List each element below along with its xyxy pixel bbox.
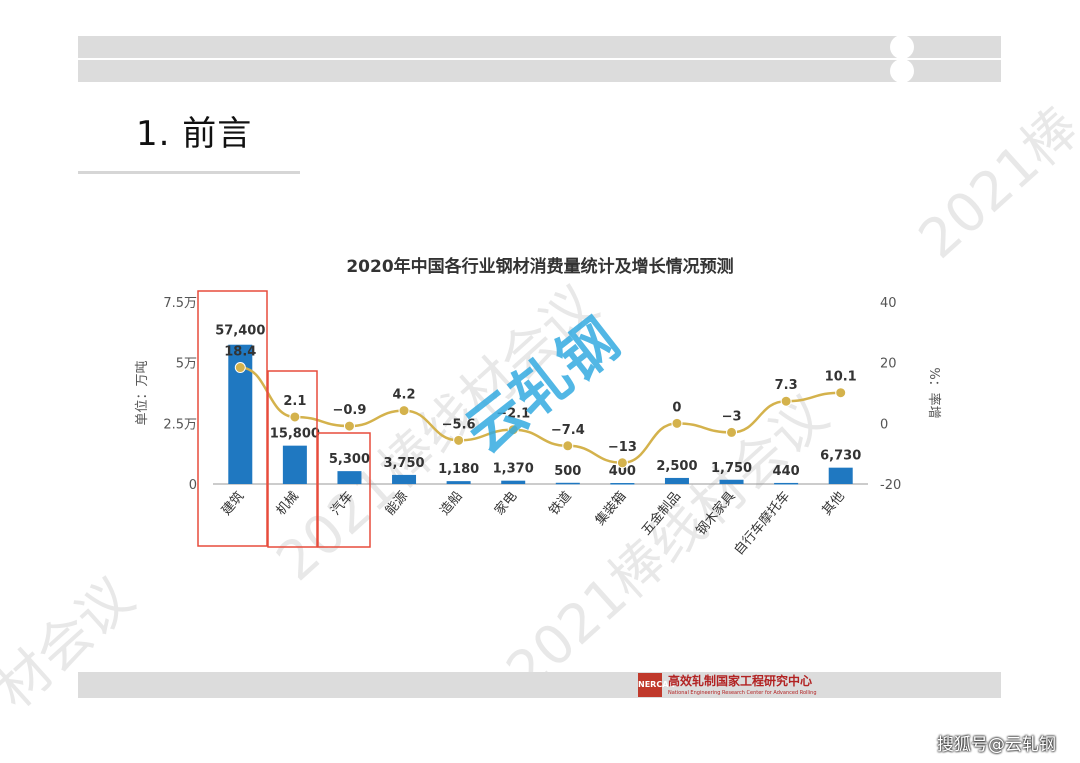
y2-tick-label: -20 (880, 478, 901, 493)
growth-value-label: 2.1 (283, 394, 306, 409)
growth-value-label: 0 (672, 400, 681, 415)
bar-value-label: 500 (554, 464, 581, 479)
y2-tick-label: 40 (880, 296, 897, 311)
title-underline (78, 171, 300, 174)
x-tick-label: 家电 (491, 488, 520, 518)
x-tick-label: 建筑 (218, 488, 247, 518)
logo-chinese-name: 高效轧制国家工程研究中心 (668, 674, 813, 688)
growth-point (343, 420, 355, 432)
band-notch-top (890, 35, 914, 59)
bar-value-label: 400 (609, 464, 636, 479)
growth-point (835, 387, 847, 399)
highlight-box-建筑 (197, 290, 268, 547)
header-band-top (78, 36, 1001, 58)
growth-point (726, 426, 738, 438)
x-tick-label: 集装箱 (592, 488, 629, 528)
growth-value-label: 4.2 (393, 388, 416, 403)
bar-自行车摩托车 (774, 482, 799, 485)
bar-五金制品 (664, 477, 689, 484)
growth-value-label: −0.9 (332, 403, 366, 418)
growth-point (234, 362, 246, 374)
bar-value-label: 6,730 (820, 449, 861, 464)
bar-value-label: 57,400 (215, 324, 265, 339)
x-tick-label: 五金制品 (638, 488, 684, 538)
logo-english-name: National Engineering Research Center for… (668, 690, 817, 696)
bar-value-label: 2,500 (656, 459, 697, 474)
bar-value-label: 1,750 (711, 461, 752, 476)
growth-value-label: 18.4 (224, 345, 256, 360)
bar-value-label: 5,300 (329, 452, 370, 467)
highlight-box-汽车 (317, 432, 371, 548)
y-tick-label: 2.5万 (163, 417, 197, 432)
growth-value-label: −13 (608, 440, 637, 455)
growth-point (562, 440, 574, 452)
growth-point (398, 405, 410, 417)
x-tick-label: 汽车 (328, 488, 357, 518)
bar-机械 (282, 445, 307, 484)
highlight-box-机械 (267, 370, 318, 548)
growth-value-label: −7.4 (551, 423, 585, 438)
bar-value-label: 440 (773, 464, 800, 479)
growth-point (780, 395, 792, 407)
growth-value-label: −2.1 (496, 407, 530, 422)
y-tick-label: 7.5万 (163, 296, 197, 311)
x-tick-label: 造船 (437, 489, 465, 519)
slide-title: 1. 前言 (136, 114, 253, 154)
nercar-logo-badge: NERCAR (638, 673, 675, 697)
growth-point (671, 417, 683, 429)
x-tick-label: 其他 (820, 489, 848, 519)
y-tick-label: 5万 (176, 357, 197, 372)
bar-铁道 (555, 482, 580, 485)
bar-汽车 (337, 471, 362, 484)
bar-value-label: 3,750 (383, 456, 424, 471)
x-tick-label: 能源 (383, 489, 411, 519)
x-tick-label: 机械 (274, 489, 302, 519)
bar-集装箱 (610, 483, 635, 485)
bar-value-label: 15,800 (270, 427, 320, 442)
bar-其他 (828, 467, 853, 484)
y2-tick-label: 0 (880, 417, 888, 432)
x-tick-label: 钢木家具 (693, 488, 739, 538)
bar-造船 (446, 481, 471, 484)
y-axis-label: 单位：万吨 (135, 360, 150, 425)
growth-point (289, 411, 301, 423)
growth-value-label: −3 (722, 409, 742, 424)
y-tick-label: 0 (189, 478, 197, 493)
bar-value-label: 1,180 (438, 462, 479, 477)
chart-title: 2020年中国各行业钢材消费量统计及增长情况预测 (346, 257, 734, 277)
bar-value-label: 1,370 (493, 462, 534, 477)
growth-point (616, 457, 628, 469)
growth-value-label: 7.3 (775, 378, 798, 393)
y2-tick-label: 20 (880, 357, 897, 372)
growth-point (453, 434, 465, 446)
footer-band (78, 672, 1001, 698)
growth-value-label: 10.1 (825, 370, 857, 385)
growth-value-label: −5.6 (442, 417, 476, 432)
x-tick-label: 自行车摩托车 (731, 488, 793, 558)
bar-钢木家具 (719, 479, 744, 484)
band-notch-bottom (890, 59, 914, 83)
header-band-bottom (78, 60, 1001, 82)
bar-家电 (501, 480, 526, 484)
x-tick-label: 铁道 (547, 489, 575, 519)
y2-axis-label: %：率增 (926, 367, 942, 418)
bar-能源 (392, 474, 417, 484)
source-credit: 搜狐号@云轧钢 (937, 735, 1056, 755)
growth-point (507, 424, 519, 436)
